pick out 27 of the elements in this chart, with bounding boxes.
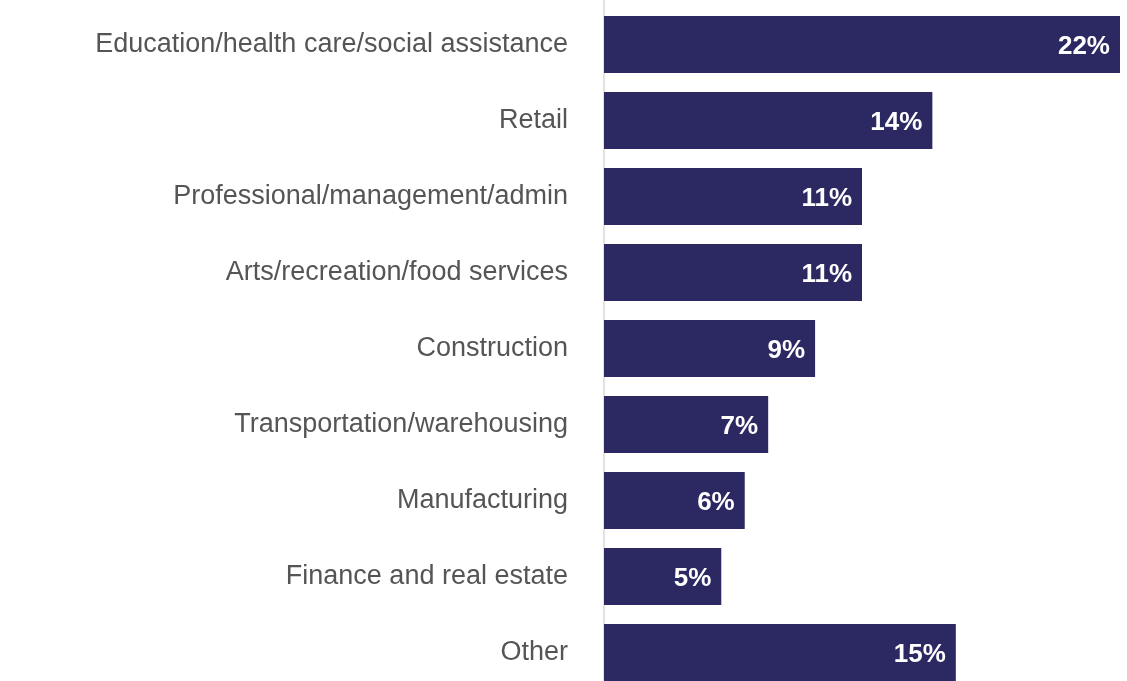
bar: [604, 244, 862, 301]
y-tick-label: Education/health care/social assistance: [95, 27, 568, 58]
data-label: 22%: [1057, 29, 1110, 60]
bar: [604, 396, 769, 453]
data-label: 5%: [673, 561, 712, 592]
bar: [604, 320, 816, 377]
y-tick-label: Manufacturing: [396, 483, 568, 514]
y-tick-label: Arts/recreation/food services: [225, 255, 568, 286]
y-tick-label: Construction: [416, 331, 568, 362]
bar: [604, 548, 722, 605]
bar: [604, 92, 933, 149]
y-tick-label: Professional/management/admin: [173, 179, 568, 210]
y-tick-label: Other: [500, 635, 568, 666]
bar: [604, 624, 956, 681]
data-label: 15%: [893, 637, 946, 668]
y-tick-label: Finance and real estate: [285, 559, 568, 590]
y-tick-label: Transportation/warehousing: [234, 407, 568, 438]
bar: [604, 472, 745, 529]
data-label: 11%: [801, 257, 852, 288]
bar: [604, 16, 1120, 73]
data-label: 7%: [720, 409, 759, 440]
data-label: 9%: [767, 333, 806, 364]
data-label: 14%: [870, 105, 923, 136]
data-label: 6%: [697, 485, 735, 516]
y-tick-label: Retail: [498, 103, 568, 134]
data-label: 11%: [801, 181, 852, 212]
bar: [604, 168, 862, 225]
